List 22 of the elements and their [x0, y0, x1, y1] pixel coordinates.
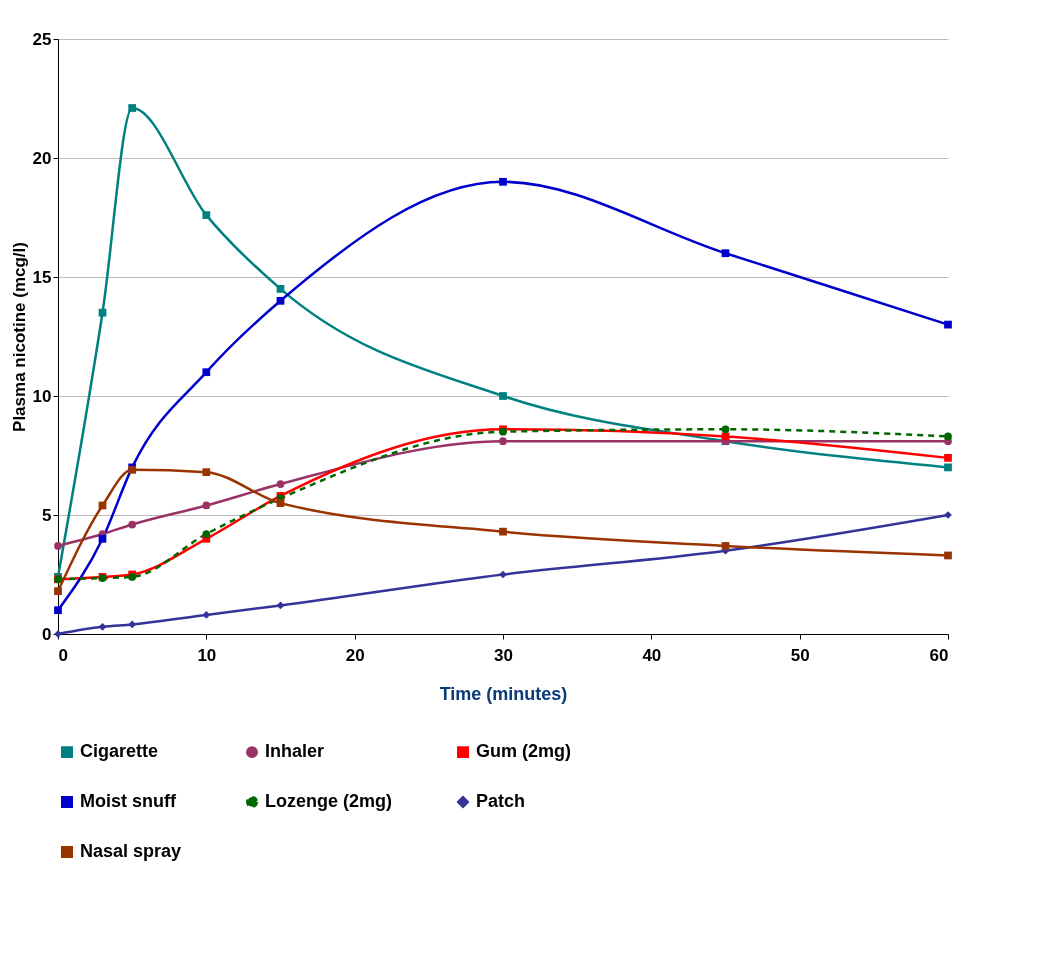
legend-label: Gum (2mg) [476, 741, 572, 762]
y-tick-label: 5 [42, 505, 52, 525]
x-axis-title: Time (minutes) [439, 683, 568, 704]
x-tick-label: 10 [197, 645, 217, 665]
legend-label: Nasal spray [80, 841, 182, 861]
x-tick-label: 60 [929, 645, 949, 665]
x-tick-label: 20 [345, 645, 365, 665]
legend-label: Patch [476, 791, 526, 811]
legend-label: Moist snuff [80, 791, 177, 811]
x-tick-label: 50 [790, 645, 810, 665]
y-tick-label: 20 [32, 148, 52, 168]
legend-label: Inhaler [265, 741, 325, 762]
legend-label: Cigarette [80, 741, 159, 762]
y-tick-label: 15 [32, 267, 52, 287]
y-tick-label: 0 [42, 624, 52, 644]
y-axis-title: Plasma nicotine (mcg/l) [9, 242, 29, 432]
x-tick-label: 0 [58, 645, 68, 665]
x-tick-label: 30 [494, 645, 513, 665]
y-tick-label: 10 [32, 386, 52, 406]
legend-label: Lozenge (2mg) [265, 791, 393, 811]
y-tick-label: 25 [32, 29, 52, 49]
x-tick-label: 40 [642, 645, 662, 665]
